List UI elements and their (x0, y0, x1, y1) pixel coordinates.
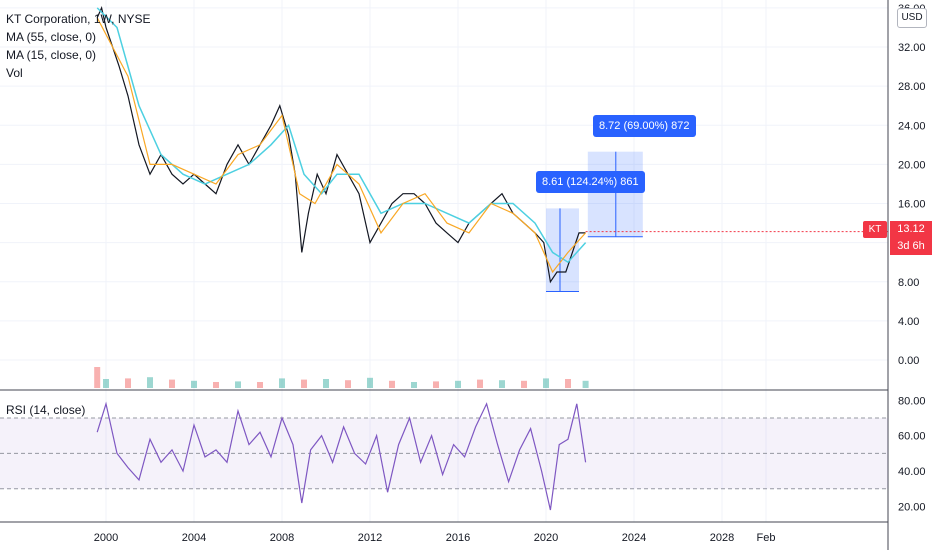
rsi-legend: RSI (14, close) (6, 403, 86, 417)
legend-vol: Vol (6, 66, 23, 80)
volume-bar (191, 380, 197, 388)
volume-bar (389, 380, 395, 388)
volume-bar (147, 377, 153, 388)
volume-bar (279, 378, 285, 388)
volume-bar (301, 379, 307, 388)
volume-bar (455, 380, 461, 388)
measure-label-1: 8.61 (124.24%) 861 (536, 171, 645, 193)
currency-label[interactable]: USD (897, 8, 927, 28)
y-tick-label: 0.00 (898, 355, 919, 367)
y-tick-label: 32.00 (898, 42, 926, 54)
countdown: 3d 6h (897, 240, 925, 252)
volume-bar (582, 380, 589, 388)
rsi-tick-label: 40.00 (898, 466, 926, 478)
volume-bar (367, 377, 373, 388)
volume-bar (543, 378, 549, 388)
rsi-series (96, 401, 587, 511)
y-tick-label: 16.00 (898, 199, 926, 211)
x-tick-label: 2008 (270, 532, 294, 544)
last-price-tag: 13.12 3d 6h (890, 221, 932, 255)
x-tick-label: Feb (757, 532, 776, 544)
volume-bar (499, 380, 505, 388)
legend: KT Corporation, 1W, NYSE MA (55, close, … (6, 10, 151, 82)
rsi-tick-label: 20.00 (898, 502, 926, 514)
y-tick-label: 28.00 (898, 81, 926, 93)
x-tick-label: 2012 (358, 532, 382, 544)
rsi-tick-label: 80.00 (898, 395, 926, 407)
ma15-series (96, 17, 587, 274)
price-series (96, 6, 586, 284)
rsi-tick-label: 60.00 (898, 431, 926, 443)
x-tick-label: 2004 (182, 532, 206, 544)
volume-bar (235, 381, 241, 388)
volume-bar (257, 382, 263, 388)
volume-bar (94, 367, 101, 388)
x-tick-label: 2016 (446, 532, 470, 544)
x-tick-label: 2020 (534, 532, 558, 544)
measure-label-2: 8.72 (69.00%) 872 (593, 115, 696, 137)
volume-bar (323, 379, 329, 388)
last-price: 13.12 (897, 223, 925, 235)
volume-bar (521, 380, 527, 388)
x-tick-label: 2000 (94, 532, 118, 544)
y-tick-label: 4.00 (898, 316, 919, 328)
x-tick-label: 2028 (710, 532, 734, 544)
volume-bar (169, 379, 175, 388)
y-tick-label: 8.00 (898, 277, 919, 289)
legend-ma15: MA (15, close, 0) (6, 48, 97, 62)
legend-title: KT Corporation, 1W, NYSE (6, 12, 151, 26)
volume-bar (125, 378, 131, 388)
volume-bar (103, 379, 109, 388)
volume-bar (433, 381, 439, 388)
volume-bar (213, 382, 219, 388)
ma55-series (96, 7, 587, 264)
y-tick-label: 20.00 (898, 159, 926, 171)
y-tick-label: 24.00 (898, 120, 926, 132)
volume-bar (477, 379, 483, 388)
x-tick-label: 2024 (622, 532, 646, 544)
volume-bar (565, 379, 571, 388)
legend-ma55: MA (55, close, 0) (6, 30, 97, 44)
volume-bar (411, 382, 417, 388)
ticker-tag: KT (863, 221, 887, 238)
volume-bar (345, 380, 351, 388)
